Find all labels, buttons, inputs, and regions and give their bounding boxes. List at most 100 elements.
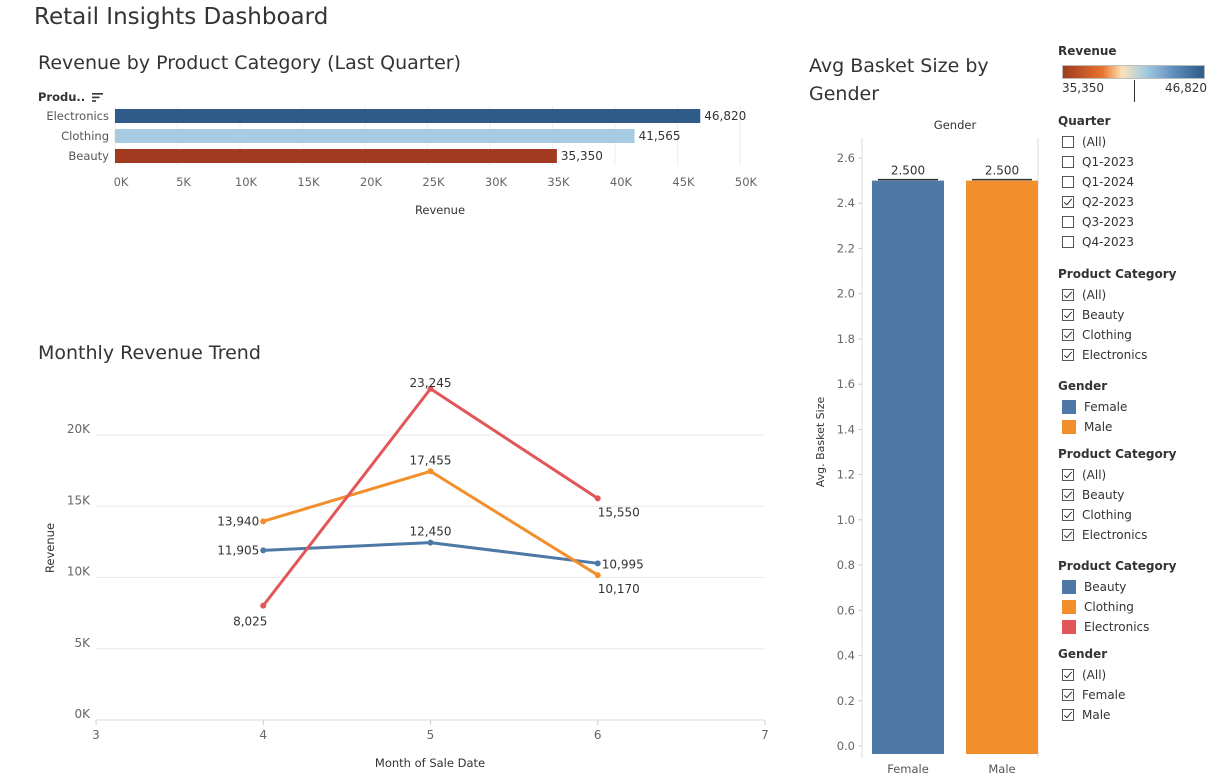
category-legend-item[interactable]: Electronics — [1062, 617, 1176, 637]
revenue-bar — [115, 149, 557, 163]
bar-x-tick-label: 45K — [672, 175, 695, 189]
checkbox-unchecked-icon[interactable] — [1062, 136, 1074, 148]
checkbox-checked-icon[interactable] — [1062, 489, 1074, 501]
checkbox-checked-icon[interactable] — [1062, 529, 1074, 541]
bar-x-tick-label: 5K — [176, 175, 191, 189]
gender-legend-title: Gender — [1058, 379, 1108, 393]
gender-option[interactable]: (All) — [1062, 665, 1125, 685]
line-value-label: 8,025 — [233, 615, 267, 629]
category-option[interactable]: Beauty — [1062, 485, 1176, 505]
basket-size-bar-chart: Gender 0.0 0.2 0.4 0.6 0.8 1.0 1.2 1.4 1.6 1.8 2.0 2… — [814, 118, 1039, 776]
checkbox-checked-icon[interactable] — [1062, 196, 1074, 208]
revenue-legend-title: Revenue — [1058, 44, 1117, 58]
checkbox-unchecked-icon[interactable] — [1062, 236, 1074, 248]
quarter-option[interactable]: Q4-2023 — [1062, 232, 1134, 252]
basket-y-tick-label: 2.2 — [837, 241, 855, 255]
series-line-electronics — [262, 387, 599, 607]
quarter-option-label: Q1-2024 — [1082, 175, 1134, 189]
bar-x-tick-label: 0K — [114, 175, 129, 189]
category-option-label: Electronics — [1082, 348, 1148, 362]
gender-legend-label: Female — [1084, 400, 1128, 414]
bar-x-tick-label: 25K — [422, 175, 445, 189]
line-value-label: 23,245 — [410, 376, 452, 390]
sort-icon[interactable] — [92, 93, 104, 102]
checkbox-unchecked-icon[interactable] — [1062, 156, 1074, 168]
color-swatch — [1062, 620, 1076, 634]
checkbox-checked-icon[interactable] — [1062, 349, 1074, 361]
basket-x-tick-label: Female — [887, 762, 929, 776]
basket-y-tick-label: 2.0 — [837, 287, 855, 301]
category-option[interactable]: Clothing — [1062, 505, 1176, 525]
quarter-option[interactable]: Q3-2023 — [1062, 212, 1134, 232]
quarter-option[interactable]: Q1-2023 — [1062, 152, 1134, 172]
line-value-label: 15,550 — [598, 505, 640, 519]
category-legend-title: Product Category — [1058, 559, 1177, 573]
checkbox-checked-icon[interactable] — [1062, 289, 1074, 301]
category-option[interactable]: Clothing — [1062, 325, 1176, 345]
checkbox-checked-icon[interactable] — [1062, 509, 1074, 521]
checkbox-checked-icon[interactable] — [1062, 709, 1074, 721]
revenue-legend: Revenue 35,350 46,820 — [1058, 44, 1218, 102]
line-x-tick-label: 6 — [594, 728, 602, 742]
category-option[interactable]: Beauty — [1062, 305, 1176, 325]
checkbox-checked-icon[interactable] — [1062, 309, 1074, 321]
gender-option[interactable]: Male — [1062, 705, 1125, 725]
color-swatch — [1062, 420, 1076, 434]
revenue-bar — [115, 109, 701, 123]
category-legend-item[interactable]: Clothing — [1062, 597, 1176, 617]
basket-bar-male — [966, 180, 1038, 755]
category-revenue-bar-chart: 0K 5K 10K 15K 20K 25K 30K 35K 40K 45K 50K Electroni… — [46, 106, 758, 217]
series-point — [427, 385, 434, 392]
checkbox-checked-icon[interactable] — [1062, 469, 1074, 481]
quarter-filter-title: Quarter — [1058, 114, 1111, 128]
revenue-color-ramp — [1062, 65, 1205, 79]
basket-y-tick-label: 2.6 — [837, 151, 855, 165]
bar-x-tick-label: 15K — [297, 175, 320, 189]
category-option-label: (All) — [1082, 288, 1107, 302]
checkbox-unchecked-icon[interactable] — [1062, 216, 1074, 228]
category-legend-item[interactable]: Beauty — [1062, 577, 1176, 597]
basket-y-tick-label: 2.4 — [837, 196, 855, 210]
checkbox-checked-icon[interactable] — [1062, 329, 1074, 341]
gender-legend-item[interactable]: Female — [1062, 397, 1127, 417]
line-x-axis-title: Month of Sale Date — [375, 756, 485, 770]
quarter-option[interactable]: Q2-2023 — [1062, 192, 1134, 212]
gender-legend-item[interactable]: Male — [1062, 417, 1127, 437]
quarter-option[interactable]: Q1-2024 — [1062, 172, 1134, 192]
line-x-tick-label: 7 — [761, 728, 769, 742]
series-point — [260, 602, 267, 609]
gender-option-label: Male — [1082, 708, 1111, 722]
gender-option-label: (All) — [1082, 668, 1107, 682]
line-value-label: 12,450 — [410, 525, 452, 539]
bar-row-header-label: Produ.. — [38, 90, 86, 104]
category-filter-2-title: Product Category — [1058, 447, 1177, 461]
gender-filter-title: Gender — [1058, 647, 1108, 661]
series-point — [594, 560, 601, 567]
category-option[interactable]: Electronics — [1062, 525, 1176, 545]
gender-option[interactable]: Female — [1062, 685, 1125, 705]
bar-row-header[interactable]: Produ.. — [38, 90, 104, 104]
category-option-label: Beauty — [1082, 488, 1125, 502]
checkbox-checked-icon[interactable] — [1062, 669, 1074, 681]
category-option[interactable]: (All) — [1062, 465, 1176, 485]
bar-category-label: Electronics — [46, 109, 109, 123]
category-option-label: (All) — [1082, 468, 1107, 482]
gender-legend: Gender Female Male — [1058, 379, 1127, 437]
basket-value-label: 2.500 — [891, 164, 925, 178]
basket-sheet-title: Avg Basket Size by Gender — [809, 52, 989, 108]
quarter-option-label: (All) — [1082, 135, 1107, 149]
color-swatch — [1062, 580, 1076, 594]
quarter-option[interactable]: (All) — [1062, 132, 1134, 152]
basket-y-tick-label: 1.4 — [837, 422, 855, 436]
series-point — [594, 572, 601, 579]
line-y-tick-label: 10K — [67, 565, 91, 579]
line-y-tick-label: 20K — [67, 422, 91, 436]
category-option[interactable]: Electronics — [1062, 345, 1176, 365]
bar-category-label: Clothing — [61, 129, 109, 143]
checkbox-checked-icon[interactable] — [1062, 689, 1074, 701]
quarter-option-label: Q4-2023 — [1082, 235, 1134, 249]
category-option[interactable]: (All) — [1062, 285, 1176, 305]
category-filter-1: Product Category (All) Beauty Clothing Elec… — [1058, 267, 1176, 365]
line-value-label: 10,995 — [602, 557, 644, 571]
checkbox-unchecked-icon[interactable] — [1062, 176, 1074, 188]
